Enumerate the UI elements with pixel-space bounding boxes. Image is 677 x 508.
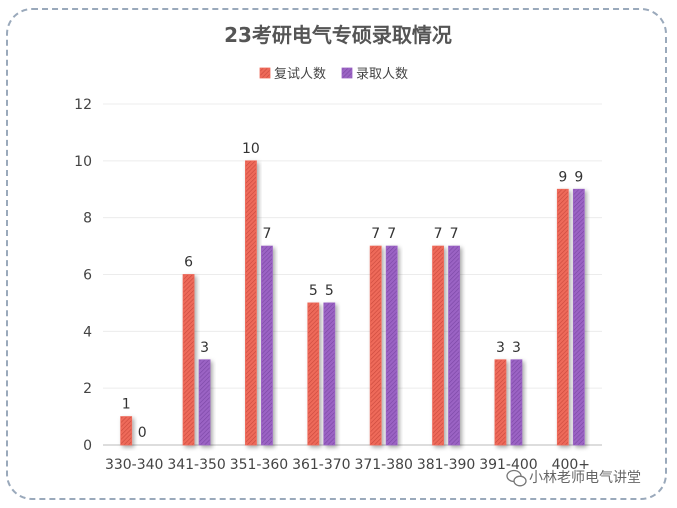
data-label: 3: [496, 340, 505, 356]
watermark-text: 小林老师电气讲堂: [529, 470, 641, 486]
bar-retest: [432, 245, 444, 446]
bar-admitted: [198, 359, 211, 446]
data-label: 9: [574, 169, 583, 185]
x-tick-label: 341-350: [167, 457, 226, 473]
bar-admitted: [323, 302, 336, 446]
data-label: 5: [309, 283, 318, 299]
gridlines: [103, 103, 602, 446]
y-tick-label: 6: [83, 268, 92, 284]
data-label: 1: [122, 397, 131, 413]
bar-admitted: [510, 359, 523, 446]
legend-label: 录取人数: [356, 67, 408, 82]
bar-admitted: [448, 245, 460, 446]
data-label: 3: [200, 340, 209, 356]
chart-frame: [6, 8, 667, 500]
data-label: 10: [242, 141, 260, 157]
y-tick-label: 4: [83, 324, 92, 340]
x-axis: 330-340 341-350 351-360 361-370 371-380 381-3…: [105, 457, 590, 473]
bar-retest: [245, 160, 257, 446]
y-tick-label: 2: [83, 381, 92, 397]
y-axis: 0 2 4 6 8 10 12: [74, 97, 92, 454]
legend-label: 复试人数: [274, 67, 326, 82]
x-tick-label: 391-400: [479, 457, 538, 473]
wechat-icon: [506, 469, 527, 487]
legend: 复试人数 录取人数: [259, 67, 408, 82]
data-label: 0: [138, 425, 147, 441]
x-tick-label: 371-380: [354, 457, 413, 473]
data-label: 7: [434, 226, 443, 242]
y-tick-label: 8: [83, 211, 92, 227]
y-tick-label: 12: [74, 97, 92, 113]
bar-retest: [182, 274, 195, 446]
x-tick-label: 400+: [552, 457, 590, 473]
watermark: 小林老师电气讲堂: [506, 469, 641, 487]
data-label: 7: [262, 226, 271, 242]
bar-retest: [556, 188, 569, 446]
data-label: 6: [184, 255, 193, 271]
bar-admitted: [572, 188, 585, 446]
data-label: 5: [325, 283, 334, 299]
data-label: 7: [387, 226, 396, 242]
bar-admitted: [385, 245, 398, 446]
x-tick-label: 351-360: [230, 457, 289, 473]
legend-swatch: [341, 67, 353, 79]
data-label: 9: [558, 169, 567, 185]
y-tick-label: 0: [83, 438, 92, 454]
bars: [120, 160, 585, 446]
x-tick-label: 361-370: [292, 457, 351, 473]
bar-retest: [120, 416, 133, 446]
legend-swatch: [259, 67, 271, 79]
y-tick-label: 10: [74, 154, 92, 170]
chart-title: 23考研电气专硕录取情况: [224, 23, 452, 47]
bar-admitted: [261, 245, 273, 446]
bar-retest: [494, 359, 507, 446]
data-label: 7: [371, 226, 380, 242]
data-label: 7: [450, 226, 459, 242]
bar-retest: [369, 245, 382, 446]
data-label: 3: [512, 340, 521, 356]
bar-retest: [307, 302, 320, 446]
x-tick-label: 381-390: [417, 457, 476, 473]
x-tick-label: 330-340: [105, 457, 164, 473]
